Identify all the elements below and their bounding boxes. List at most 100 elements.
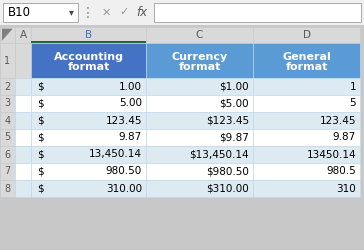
Bar [253, 43, 360, 78]
Text: 7: 7 [4, 166, 11, 176]
Text: 123.45: 123.45 [320, 116, 356, 126]
Text: 5: 5 [4, 132, 11, 142]
Bar [253, 180, 360, 197]
Bar [15, 43, 31, 78]
Text: $123.45: $123.45 [206, 116, 249, 126]
Bar [0, 146, 15, 163]
Bar [0, 43, 15, 78]
Text: $9.87: $9.87 [219, 132, 249, 142]
Text: 9.87: 9.87 [333, 132, 356, 142]
Text: B10: B10 [8, 6, 31, 19]
Text: ✓: ✓ [119, 8, 129, 18]
Bar [253, 95, 360, 112]
Text: format: format [67, 62, 110, 72]
Text: ▾: ▾ [69, 8, 74, 18]
Bar [15, 146, 31, 163]
Bar [15, 180, 31, 197]
Bar [31, 146, 146, 163]
Bar [146, 163, 253, 180]
Bar [253, 129, 360, 146]
Text: 9.87: 9.87 [119, 132, 142, 142]
Bar [0, 129, 15, 146]
Polygon shape [2, 29, 12, 40]
Bar [31, 43, 146, 78]
Text: 310.00: 310.00 [106, 184, 142, 194]
Bar [146, 95, 253, 112]
Text: C: C [196, 30, 203, 40]
Text: 3: 3 [4, 98, 11, 108]
Text: General: General [282, 52, 331, 62]
Text: 123.45: 123.45 [106, 116, 142, 126]
Bar [0, 112, 15, 129]
Text: 1.00: 1.00 [119, 82, 142, 92]
Bar [146, 43, 253, 78]
Bar [253, 112, 360, 129]
Text: D: D [302, 30, 310, 40]
Text: Accounting: Accounting [54, 52, 123, 62]
Bar [31, 95, 146, 112]
Text: $: $ [37, 98, 44, 108]
Text: $: $ [37, 150, 44, 160]
Text: $: $ [37, 166, 44, 176]
Text: 1: 1 [349, 82, 356, 92]
Bar [0, 0, 364, 25]
Bar [253, 27, 360, 43]
Text: fx: fx [136, 6, 147, 19]
Bar [0, 163, 15, 180]
Text: format: format [178, 62, 221, 72]
Bar [31, 129, 146, 146]
Bar [146, 146, 253, 163]
Text: 2: 2 [4, 82, 11, 92]
Bar [154, 3, 361, 22]
Bar [31, 180, 146, 197]
Bar [146, 27, 253, 43]
Text: format: format [285, 62, 328, 72]
Text: 980.5: 980.5 [326, 166, 356, 176]
Bar [15, 129, 31, 146]
Text: $: $ [37, 132, 44, 142]
Text: $: $ [37, 82, 44, 92]
Bar [31, 112, 146, 129]
Bar [253, 78, 360, 95]
Text: 13450.14: 13450.14 [306, 150, 356, 160]
Bar [0, 27, 15, 43]
Text: 8: 8 [4, 184, 11, 194]
Text: ⋮: ⋮ [81, 6, 95, 20]
Text: 4: 4 [4, 116, 11, 126]
Text: $5.00: $5.00 [219, 98, 249, 108]
Text: A: A [19, 30, 27, 40]
Text: 5: 5 [349, 98, 356, 108]
Bar [146, 112, 253, 129]
Bar [15, 27, 31, 43]
Text: $310.00: $310.00 [206, 184, 249, 194]
Text: 5.00: 5.00 [119, 98, 142, 108]
Bar [15, 112, 31, 129]
Bar [3, 3, 78, 22]
Bar [146, 78, 253, 95]
Text: $1.00: $1.00 [219, 82, 249, 92]
Bar [146, 180, 253, 197]
Text: 980.50: 980.50 [106, 166, 142, 176]
Bar [0, 95, 15, 112]
Bar [31, 78, 146, 95]
Bar [253, 163, 360, 180]
Text: 1: 1 [4, 56, 11, 66]
Text: $13,450.14: $13,450.14 [189, 150, 249, 160]
Text: 6: 6 [4, 150, 11, 160]
Bar [0, 78, 15, 95]
Bar [146, 129, 253, 146]
Bar [31, 163, 146, 180]
Bar [31, 27, 146, 43]
Bar [253, 146, 360, 163]
Text: B: B [85, 30, 92, 40]
Text: Currency: Currency [171, 52, 228, 62]
Text: 13,450.14: 13,450.14 [89, 150, 142, 160]
Bar [31, 41, 146, 43]
Text: 310: 310 [336, 184, 356, 194]
Text: $: $ [37, 116, 44, 126]
Text: ✕: ✕ [101, 8, 111, 18]
Bar [15, 78, 31, 95]
Bar [0, 180, 15, 197]
Bar [15, 95, 31, 112]
Bar [15, 163, 31, 180]
